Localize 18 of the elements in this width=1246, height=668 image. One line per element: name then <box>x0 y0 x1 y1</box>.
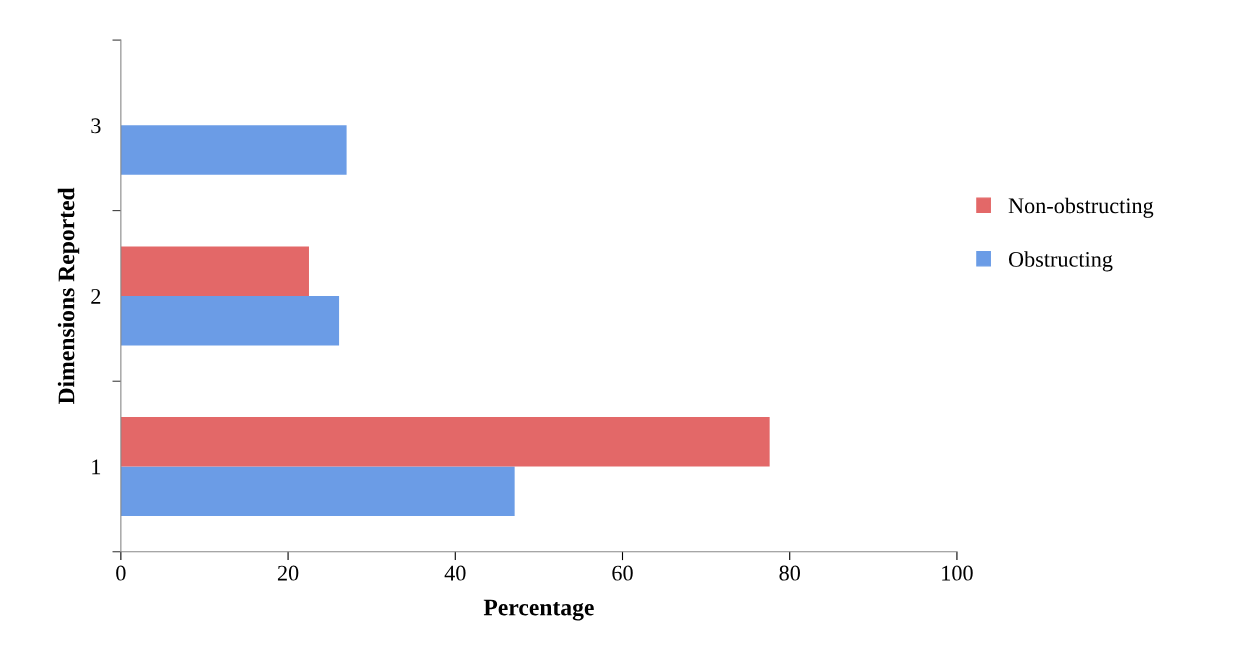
bar <box>120 125 347 175</box>
x-tick-label: 20 <box>277 565 299 581</box>
y-axis-title: Dimensions Reported <box>57 187 80 405</box>
x-tick-label: 80 <box>779 565 800 581</box>
y-tick-label: 1 <box>92 459 101 475</box>
y-tick-label: 3 <box>91 118 101 134</box>
bar <box>120 466 515 516</box>
x-tick-label: 60 <box>612 565 633 581</box>
x-tick-label: 100 <box>942 565 973 581</box>
bar <box>120 246 309 296</box>
legend-label: Non-obstructing <box>1008 197 1154 218</box>
y-tick-label: 2 <box>91 288 101 304</box>
x-axis-title: Percentage <box>483 599 594 621</box>
bar <box>120 417 770 467</box>
bar <box>120 295 340 346</box>
x-tick-label: 0 <box>116 565 126 581</box>
x-tick-label: 40 <box>444 565 466 581</box>
legend-label: Obstructing <box>1008 251 1113 272</box>
